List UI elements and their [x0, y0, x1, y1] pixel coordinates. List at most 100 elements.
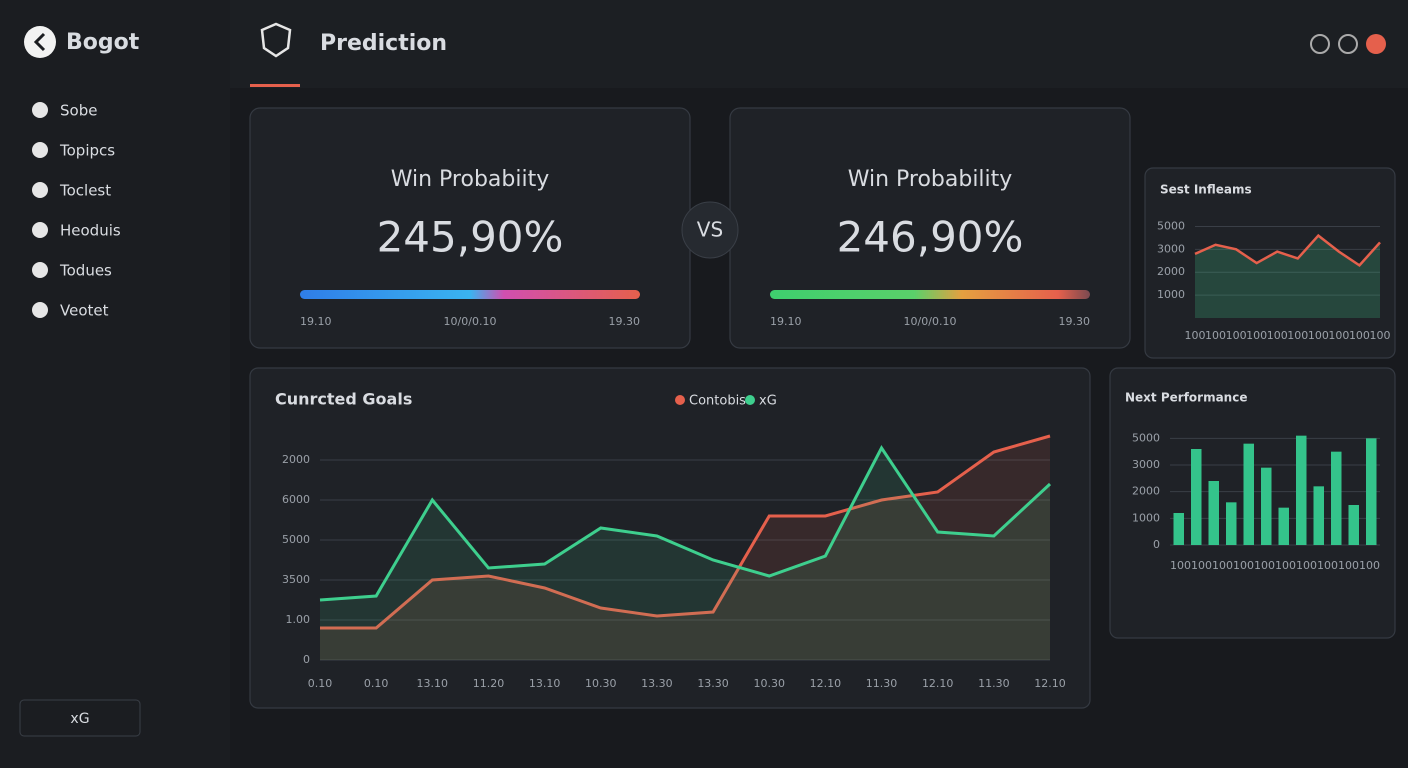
y-tick-label: 2000 [1157, 265, 1185, 278]
icon-share[interactable] [1310, 34, 1330, 54]
bar-label: 19.10 [300, 315, 332, 328]
x-tick-label: 100 [1338, 559, 1359, 572]
x-tick-label: 13.10 [529, 677, 561, 690]
x-tick-label: 13.30 [641, 677, 673, 690]
bar [1278, 507, 1289, 545]
x-tick-label: 100 [1370, 329, 1391, 342]
series-line [320, 434, 1051, 630]
y-tick-label: 2000 [1132, 485, 1160, 498]
bar-label: 19.30 [609, 315, 641, 328]
x-tick-label: 100 [1328, 329, 1349, 342]
x-tick-label: 100 [1349, 329, 1370, 342]
x-tick-label: 12.10 [810, 677, 842, 690]
bar [1191, 449, 1202, 545]
x-tick-label: 12.10 [1034, 677, 1066, 690]
active-tab-indicator [250, 84, 300, 87]
nav-icon [32, 302, 48, 318]
bar-label: 10/0/0.10 [904, 315, 957, 328]
x-tick-label: 100 [1308, 329, 1329, 342]
nav-icon [32, 142, 48, 158]
x-tick-label: 100 [1267, 329, 1288, 342]
icon-alert[interactable] [1338, 34, 1358, 54]
x-tick-label: 100 [1317, 559, 1338, 572]
nav-icon [32, 222, 48, 238]
nav-icon [32, 262, 48, 278]
bar [1348, 505, 1359, 545]
y-tick-label: 5000 [1132, 431, 1160, 444]
legend-label: Contobis [689, 394, 746, 409]
series-line [319, 445, 1052, 602]
header-title: Prediction [320, 31, 447, 56]
card-label: Win Probabiity [391, 167, 550, 192]
x-tick-label: 12.10 [922, 677, 954, 690]
area-fill [1195, 235, 1380, 318]
x-tick-label: 100 [1205, 329, 1226, 342]
bar-label: 19.30 [1059, 315, 1091, 328]
bar [1208, 481, 1219, 545]
legend-swatch [675, 395, 685, 405]
nav-item[interactable]: Topipcs [59, 142, 115, 160]
bar [1366, 438, 1377, 545]
bar [1226, 502, 1237, 545]
chart-title: Sest Infleams [1160, 183, 1252, 197]
header [230, 0, 1408, 88]
nav-icon [32, 182, 48, 198]
sidebar [0, 0, 230, 768]
x-tick-label: 100 [1246, 329, 1267, 342]
icon-notification[interactable] [1366, 34, 1386, 54]
series-area [320, 448, 1050, 660]
logo [260, 22, 292, 58]
bar-label: 19.10 [770, 315, 802, 328]
back-icon [33, 32, 46, 52]
y-tick-label: 0 [1153, 538, 1160, 551]
bar [1173, 513, 1184, 545]
nav-item[interactable]: Todues [59, 262, 112, 280]
footer-tab-label: xG [70, 711, 89, 727]
y-tick-label: 6000 [282, 493, 310, 506]
x-tick-label: 13.30 [697, 677, 729, 690]
nav-item[interactable]: Veotet [60, 302, 109, 320]
y-tick-label: 1000 [1132, 511, 1160, 524]
probability-bar [770, 290, 1090, 299]
card-value: 246,90% [837, 213, 1024, 262]
x-tick-label: 0.10 [308, 677, 333, 690]
bar-label: 10/0/0.10 [444, 315, 497, 328]
nav-item[interactable]: Toclest [59, 182, 111, 200]
x-tick-label: 100 [1212, 559, 1233, 572]
nav-item[interactable]: Heoduis [60, 222, 121, 240]
x-tick-label: 11.20 [473, 677, 505, 690]
legend-swatch [745, 395, 755, 405]
x-tick-label: 100 [1254, 559, 1275, 572]
y-tick-label: 3000 [1157, 242, 1185, 255]
x-tick-label: 10.30 [585, 677, 617, 690]
x-tick-label: 100 [1185, 329, 1206, 342]
brand: Bogot [66, 30, 140, 55]
y-tick-label: 1000 [1157, 288, 1185, 301]
x-tick-label: 100 [1191, 559, 1212, 572]
probability-bar [300, 290, 640, 299]
x-tick-label: 11.30 [866, 677, 898, 690]
y-tick-label: 5000 [1157, 219, 1185, 232]
series-area [320, 436, 1050, 660]
footer-tab[interactable] [19, 699, 141, 737]
card-value: 245,90% [377, 213, 564, 262]
charts: Cunrcted Goals 0 1.00 3500 5000 6000 2000 0.10 0… [275, 183, 1391, 691]
x-tick-label: 0.10 [364, 677, 389, 690]
vs-badge [681, 201, 739, 259]
card-label: Win Probability [848, 167, 1013, 192]
x-tick-label: 10.30 [753, 677, 785, 690]
x-tick-label: 100 [1359, 559, 1380, 572]
x-tick-label: 100 [1170, 559, 1191, 572]
bar [1261, 467, 1272, 545]
y-tick-label: 2000 [282, 453, 310, 466]
y-tick-label: 5000 [282, 533, 310, 546]
area-line [1194, 233, 1381, 267]
nav-item[interactable]: Sobe [60, 102, 97, 120]
x-tick-label: 100 [1226, 329, 1247, 342]
y-tick-label: 3000 [1132, 458, 1160, 471]
vs-label: VS [697, 218, 723, 242]
bar [1331, 451, 1342, 545]
back-button[interactable] [24, 26, 56, 58]
x-tick-label: 13.10 [417, 677, 449, 690]
